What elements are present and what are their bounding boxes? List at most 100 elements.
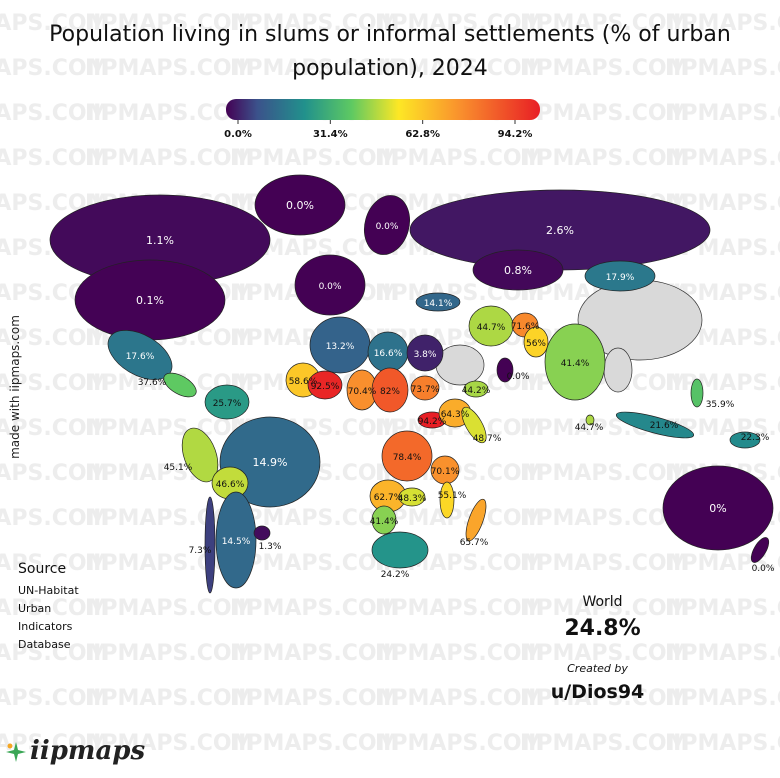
world-value: 24.8%	[564, 616, 641, 641]
region-label: 13.2%	[326, 342, 355, 352]
watermark-text: IIPMAPS.COM	[0, 641, 108, 666]
side-note: made with iipmaps.com	[8, 315, 22, 459]
region-label: 3.8%	[414, 350, 437, 360]
watermark-text: IIPMAPS.COM	[230, 596, 398, 621]
logo-icon	[6, 742, 26, 762]
watermark-text: IIPMAPS.COM	[0, 11, 108, 36]
region-label: 0.0%	[319, 282, 342, 292]
region	[662, 465, 774, 551]
region	[463, 380, 489, 398]
region-label: 92.5%	[311, 382, 340, 392]
source-line: Database	[18, 638, 71, 651]
region-label: 70.1%	[431, 467, 460, 477]
watermark-text: IIPMAPS.COM	[85, 596, 253, 621]
region-label: 25.7%	[213, 399, 242, 409]
watermark-text: IIPMAPS.COM	[85, 641, 253, 666]
source-line: UN-Habitat	[18, 584, 79, 597]
region	[472, 249, 564, 291]
region	[496, 357, 514, 383]
watermark-text: IIPMAPS.COM	[665, 101, 780, 126]
region-label: 0.8%	[504, 264, 532, 277]
region-label: 78.4%	[393, 453, 422, 463]
region	[371, 367, 409, 413]
watermark-text: IIPMAPS.COM	[375, 506, 543, 531]
region-label: 62.7%	[374, 493, 403, 503]
watermark-text: IIPMAPS.COM	[85, 731, 253, 756]
watermark-text: IIPMAPS.COM	[665, 371, 780, 396]
watermark-text: IIPMAPS.COM	[520, 101, 688, 126]
source-block: Source UN-Habitat Urban Indicators Datab…	[18, 560, 79, 654]
watermark-text: IIPMAPS.COM	[520, 686, 688, 711]
watermark-text: IIPMAPS.COM	[375, 11, 543, 36]
world-label: World	[582, 594, 623, 610]
watermark-text: IIPMAPS.COM	[0, 461, 108, 486]
colorbar-tick-label: 94.2%	[498, 129, 533, 140]
region-label: 58.6%	[289, 377, 318, 387]
no-data-region	[603, 347, 633, 393]
region-label: 1.3%	[259, 542, 282, 552]
region-label: 64.3%	[441, 410, 470, 420]
watermark-text: IIPMAPS.COM	[520, 731, 688, 756]
watermark-text: IIPMAPS.COM	[520, 551, 688, 576]
watermark-text: IIPMAPS.COM	[665, 11, 780, 36]
region-label: 44.7%	[575, 423, 604, 433]
region	[371, 505, 397, 535]
watermark-text: IIPMAPS.COM	[85, 416, 253, 441]
watermark-text: IIPMAPS.COM	[520, 596, 688, 621]
region-label: 0.0%	[752, 564, 775, 574]
region	[415, 292, 461, 312]
region	[204, 496, 216, 594]
watermark-text: IIPMAPS.COM	[0, 101, 108, 126]
region-label: 0.1%	[136, 294, 164, 307]
watermark-text: IIPMAPS.COM	[230, 551, 398, 576]
logo: iipmaps	[30, 736, 146, 766]
region-label: 0%	[709, 502, 726, 515]
region-label: 44.7%	[477, 323, 506, 333]
credit-label: Created by	[567, 662, 628, 675]
region-label: 0.0%	[507, 372, 530, 382]
region	[204, 384, 250, 420]
region	[381, 430, 433, 482]
credit-block: Created by u/Dios94	[520, 662, 675, 703]
region	[410, 375, 440, 401]
region-label: 94.2%	[418, 417, 447, 427]
region-label: 71.6%	[511, 322, 540, 332]
region	[465, 498, 487, 542]
region	[461, 406, 487, 444]
region	[406, 334, 444, 372]
source-heading: Source	[18, 561, 67, 577]
colorbar-tick-label: 0.0%	[224, 129, 252, 140]
region-label: 2.6%	[546, 224, 574, 237]
region	[585, 414, 595, 426]
region-label: 46.6%	[216, 480, 245, 490]
region-label: 14.5%	[222, 537, 251, 547]
region-label: 65.7%	[460, 538, 489, 548]
watermark-text: IIPMAPS.COM	[230, 686, 398, 711]
watermark-text: IIPMAPS.COM	[520, 146, 688, 171]
region-label: 17.6%	[126, 352, 155, 362]
region	[371, 531, 429, 569]
region	[307, 370, 343, 400]
region	[584, 260, 656, 292]
region-label: 21.6%	[650, 421, 679, 431]
source-line: Indicators	[18, 620, 73, 633]
region-label: 24.2%	[381, 570, 410, 580]
region-label: 14.1%	[424, 299, 453, 309]
region	[253, 525, 271, 541]
region	[364, 195, 410, 255]
region	[181, 427, 219, 483]
colorbar: 0.0% 31.4% 62.8% 94.2%	[224, 99, 540, 140]
region-label: 35.9%	[706, 400, 735, 410]
watermark-text: IIPMAPS.COM	[520, 461, 688, 486]
watermark-text: IIPMAPS.COM	[520, 506, 688, 531]
region	[163, 372, 197, 398]
watermark-text: IIPMAPS.COM	[375, 596, 543, 621]
watermark-text: IIPMAPS.COM	[665, 596, 780, 621]
region-label: 22.3%	[741, 433, 770, 443]
region	[729, 431, 761, 449]
watermark-text: IIPMAPS.COM	[230, 146, 398, 171]
watermark-text: IIPMAPS.COM	[0, 56, 108, 81]
colorbar-tick-label: 31.4%	[313, 129, 348, 140]
watermark-text: IIPMAPS.COM	[665, 641, 780, 666]
region-label: 41.4%	[370, 517, 399, 527]
